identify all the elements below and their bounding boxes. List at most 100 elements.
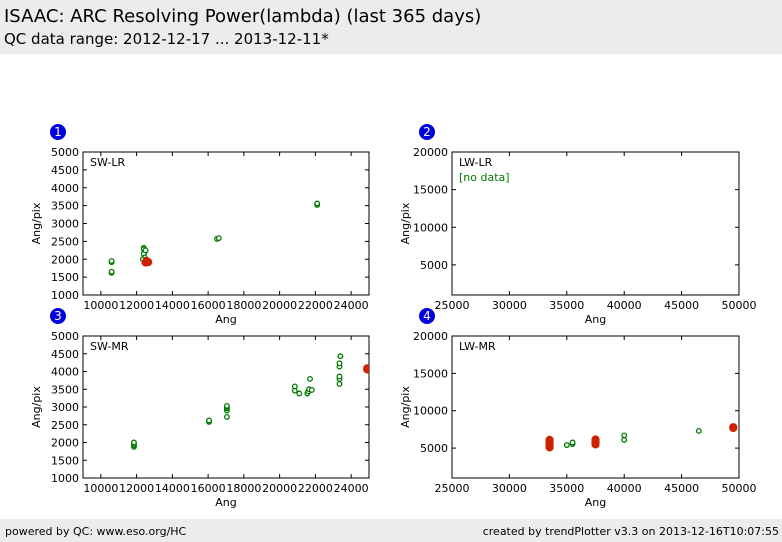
no-data-note: [no data]	[459, 171, 510, 184]
data-point	[336, 360, 343, 367]
x-tick-label: 14000	[155, 482, 190, 495]
x-tick-label: 50000	[722, 482, 757, 495]
panel-label: SW-MR	[90, 340, 129, 353]
y-tick-label: 1500	[51, 454, 79, 467]
data-point-highlight	[142, 256, 151, 266]
plot-frame	[451, 151, 740, 296]
y-tick-label: 2000	[51, 437, 79, 450]
x-tick-label: 35000	[549, 482, 584, 495]
y-tick-label: 3500	[51, 383, 79, 396]
panel-number: 1	[54, 125, 62, 139]
x-axis-label: Ang	[215, 496, 236, 509]
data-point	[337, 353, 344, 360]
x-tick-label: 16000	[191, 299, 226, 312]
data-markers	[108, 200, 321, 276]
plot-frame	[451, 335, 740, 479]
x-tick-label: 12000	[119, 482, 154, 495]
x-tick-label: 24000	[334, 482, 369, 495]
y-tick-label: 5000	[51, 146, 79, 159]
x-tick-label: 14000	[155, 299, 190, 312]
header-bar: ISAAC: ARC Resolving Power(lambda) (last…	[0, 0, 782, 54]
y-tick-label: 4500	[51, 348, 79, 361]
y-tick-label: 3000	[51, 401, 79, 414]
x-tick-label: 45000	[664, 299, 699, 312]
data-point	[296, 390, 303, 397]
data-point	[695, 427, 702, 434]
data-point	[206, 417, 212, 424]
chart-panel-1: 10000 12000 14000 16000 18000 20000 22000 24000…	[30, 124, 370, 326]
x-tick-label: 30000	[492, 299, 527, 312]
x-tick-label: 40000	[607, 299, 642, 312]
y-tick-label: 10000	[413, 221, 448, 234]
y-tick-label: 3500	[51, 200, 79, 213]
data-point	[223, 402, 230, 409]
panel-number-badge	[50, 124, 66, 140]
data-point	[291, 383, 298, 390]
y-tick-label: 1500	[51, 271, 79, 284]
panel-number-badge	[419, 308, 435, 324]
y-tick-label: 5000	[51, 330, 79, 343]
data-markers	[130, 353, 369, 450]
y-tick-label: 2000	[51, 253, 79, 266]
data-point	[569, 439, 576, 446]
data-point	[314, 200, 321, 207]
data-point	[308, 387, 315, 393]
y-tick-label: 5000	[420, 442, 448, 455]
data-point	[563, 442, 570, 449]
data-point	[215, 235, 222, 242]
data-point	[223, 413, 230, 420]
data-point-highlight	[729, 423, 738, 432]
x-axis-label: Ang	[215, 313, 236, 326]
x-tick-label: 16000	[191, 482, 226, 495]
x-axis-label: Ang	[585, 313, 606, 326]
footer-bar: powered by QC: www.eso.org/HC created by…	[0, 519, 782, 542]
data-point	[307, 376, 313, 382]
panel-number-badge	[50, 308, 66, 324]
data-point	[621, 432, 628, 439]
y-axis-label: Ang/pix	[30, 202, 43, 244]
y-tick-label: 5000	[420, 259, 448, 272]
y-tick-label: 15000	[413, 367, 448, 380]
y-tick-label: 10000	[413, 405, 448, 418]
data-point	[108, 258, 115, 264]
y-tick-label: 3000	[51, 218, 79, 231]
data-point	[142, 247, 149, 254]
x-tick-label: 40000	[607, 482, 642, 495]
x-tick-label: 22000	[298, 299, 333, 312]
x-tick-label: 18000	[226, 299, 261, 312]
panel-label: LW-LR	[459, 156, 493, 169]
x-axis-label: Ang	[585, 496, 606, 509]
y-tick-label: 20000	[413, 330, 448, 343]
page-subtitle: QC data range: 2012-12-17 ... 2013-12-11…	[4, 30, 329, 48]
footer-created-by: created by trendPlotter v3.3 on 2013-12-…	[482, 525, 779, 538]
panel-number: 3	[54, 309, 62, 323]
x-tick-label: 18000	[226, 482, 261, 495]
x-tick-label: 10000	[83, 299, 118, 312]
y-tick-label: 2500	[51, 419, 79, 432]
x-tick-label: 12000	[119, 299, 154, 312]
y-tick-label: 2500	[51, 235, 79, 248]
data-markers	[545, 423, 738, 452]
data-point-highlight	[545, 435, 554, 444]
x-tick-label: 10000	[83, 482, 118, 495]
panel-label: LW-MR	[459, 340, 496, 353]
panel-label: SW-LR	[90, 156, 126, 169]
x-tick-label: 22000	[298, 482, 333, 495]
plot-frame	[82, 151, 370, 296]
x-tick-label: 35000	[549, 299, 584, 312]
x-tick-label: 20000	[262, 482, 297, 495]
y-tick-label: 4500	[51, 164, 79, 177]
x-tick-label: 25000	[435, 482, 470, 495]
footer-powered-by: powered by QC: www.eso.org/HC	[5, 525, 187, 538]
data-point	[336, 380, 343, 387]
x-tick-label: 45000	[664, 482, 699, 495]
x-tick-label: 20000	[262, 299, 297, 312]
data-point-highlight	[591, 435, 600, 444]
y-tick-label: 4000	[51, 182, 79, 195]
panel-number: 4	[423, 309, 431, 323]
x-tick-label: 30000	[492, 482, 527, 495]
y-tick-label: 4000	[51, 366, 79, 379]
data-point	[130, 439, 137, 446]
chart-panel-3: 10000 12000 14000 16000 18000 20000 22000 24000…	[30, 308, 370, 509]
data-point	[108, 268, 115, 275]
